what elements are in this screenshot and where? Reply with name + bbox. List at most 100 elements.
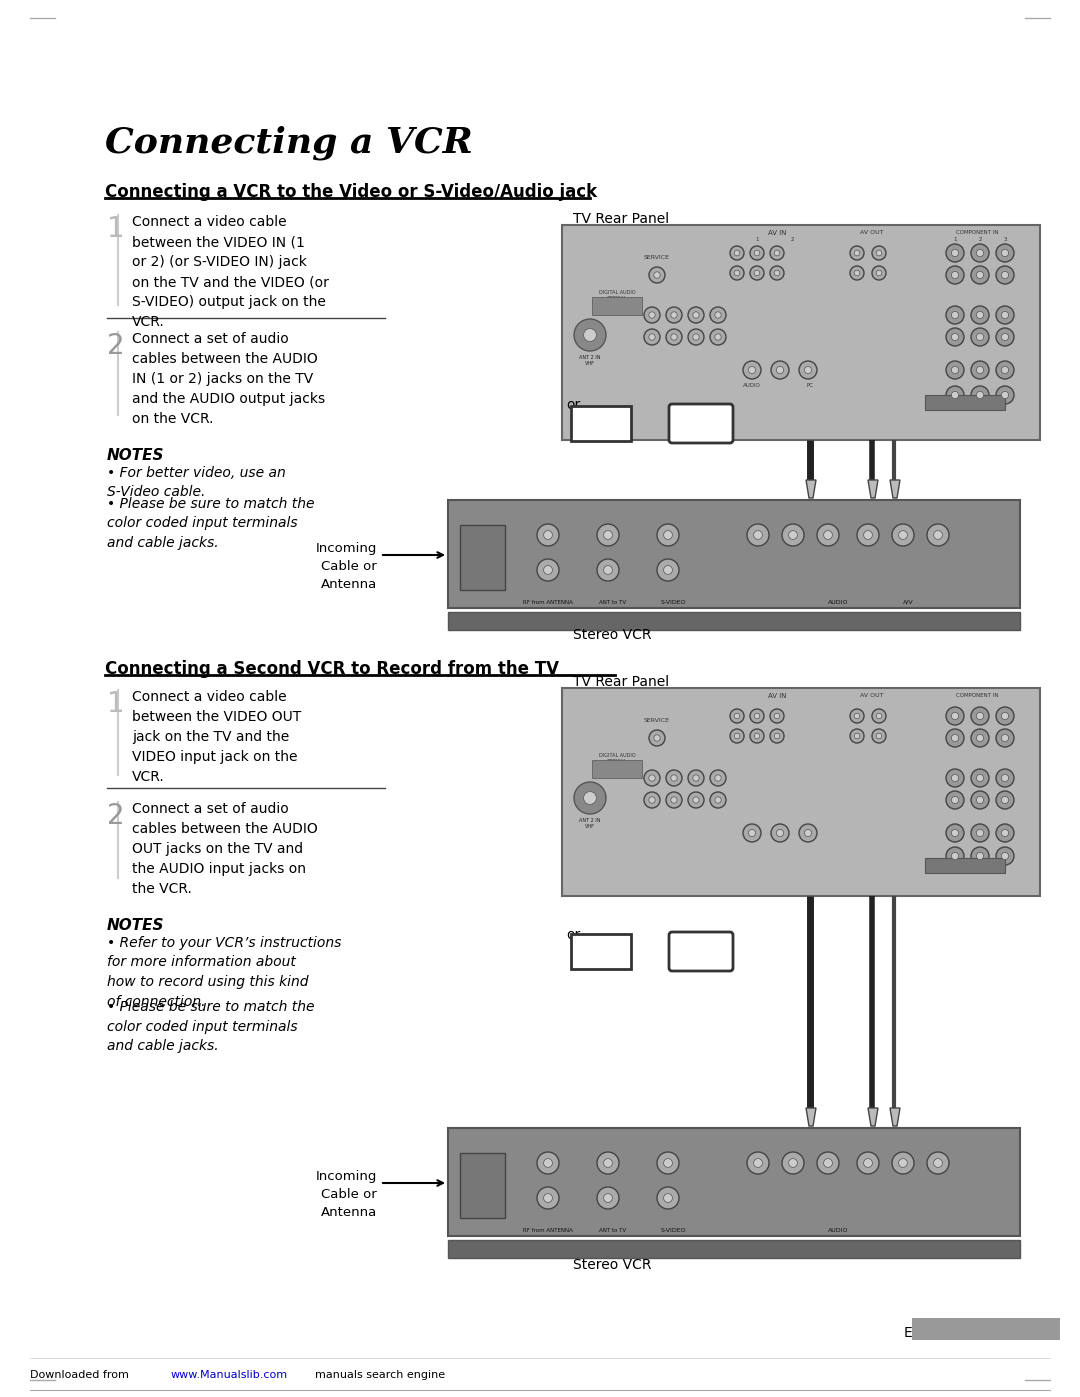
Bar [460, 1153, 505, 1218]
Circle shape [951, 735, 959, 742]
Circle shape [692, 796, 699, 803]
Circle shape [996, 847, 1014, 865]
Circle shape [537, 1153, 559, 1173]
Circle shape [876, 250, 881, 256]
Circle shape [688, 307, 704, 323]
Circle shape [1001, 391, 1009, 398]
Circle shape [946, 707, 964, 725]
Text: 2: 2 [107, 802, 124, 830]
Circle shape [688, 792, 704, 807]
Circle shape [850, 246, 864, 260]
Circle shape [770, 265, 784, 279]
Text: 2: 2 [107, 332, 124, 360]
Circle shape [777, 366, 784, 373]
Circle shape [892, 524, 914, 546]
Circle shape [850, 265, 864, 279]
Text: Stereo VCR: Stereo VCR [572, 1259, 651, 1273]
Text: Downloaded from: Downloaded from [30, 1370, 133, 1380]
Text: 2: 2 [694, 944, 708, 965]
Circle shape [715, 775, 721, 781]
Circle shape [1001, 366, 1009, 373]
Circle shape [747, 1153, 769, 1173]
Text: • For better video, use an
S-Video cable.: • For better video, use an S-Video cable… [107, 467, 286, 500]
Circle shape [777, 830, 784, 837]
Text: 3: 3 [1003, 237, 1007, 242]
Circle shape [858, 524, 879, 546]
Polygon shape [806, 481, 816, 497]
Circle shape [971, 791, 989, 809]
Circle shape [734, 250, 740, 256]
Circle shape [604, 1193, 612, 1203]
Text: Connect a set of audio
cables between the AUDIO
OUT jacks on the TV and
the AUDI: Connect a set of audio cables between th… [132, 802, 318, 897]
Circle shape [671, 775, 677, 781]
Text: Connect a video cable
between the VIDEO OUT
jack on the TV and the
VIDEO input j: Connect a video cable between the VIDEO … [132, 690, 301, 784]
Circle shape [730, 246, 744, 260]
Text: TV Rear Panel: TV Rear Panel [573, 212, 670, 226]
Circle shape [597, 559, 619, 581]
Circle shape [710, 330, 726, 345]
Circle shape [788, 531, 797, 539]
Text: S-VIDEO: S-VIDEO [660, 1228, 686, 1234]
Circle shape [799, 360, 816, 379]
Circle shape [996, 768, 1014, 787]
Circle shape [996, 824, 1014, 842]
Circle shape [688, 330, 704, 345]
Circle shape [946, 729, 964, 747]
Circle shape [799, 824, 816, 842]
Circle shape [876, 714, 881, 719]
Text: Connecting a Second VCR to Record from the TV: Connecting a Second VCR to Record from t… [105, 659, 559, 678]
Text: RF from ANTENNA: RF from ANTENNA [523, 599, 572, 605]
Text: 2: 2 [791, 237, 794, 242]
Bar [592, 298, 642, 314]
Circle shape [573, 319, 606, 351]
Circle shape [644, 330, 660, 345]
Circle shape [872, 265, 886, 279]
Circle shape [666, 770, 681, 787]
Circle shape [666, 307, 681, 323]
Polygon shape [806, 1108, 816, 1126]
Circle shape [971, 768, 989, 787]
Circle shape [946, 824, 964, 842]
Polygon shape [868, 1108, 878, 1126]
Circle shape [996, 328, 1014, 346]
Circle shape [1001, 250, 1009, 257]
Circle shape [730, 710, 744, 724]
Circle shape [583, 792, 596, 805]
Circle shape [644, 307, 660, 323]
Circle shape [996, 791, 1014, 809]
Text: DIGITAL AUDIO
OPTICAL: DIGITAL AUDIO OPTICAL [598, 291, 635, 300]
Text: • Refer to your VCR’s instructions
for more information about
how to record usin: • Refer to your VCR’s instructions for m… [107, 936, 341, 1009]
Bar [460, 525, 505, 590]
Circle shape [644, 792, 660, 807]
Text: SERVICE 2: SERVICE 2 [950, 863, 980, 868]
Circle shape [1001, 774, 1009, 781]
Circle shape [537, 1187, 559, 1208]
Text: AV IN: AV IN [768, 231, 786, 236]
FancyBboxPatch shape [571, 935, 631, 970]
Circle shape [946, 847, 964, 865]
Text: SERVICE 2: SERVICE 2 [950, 400, 980, 405]
Text: AV OUT: AV OUT [861, 693, 883, 698]
Circle shape [946, 328, 964, 346]
Circle shape [663, 1158, 673, 1168]
Text: Connect a video cable
between the VIDEO IN (1
or 2) (or S-VIDEO IN) jack
on the : Connect a video cable between the VIDEO … [132, 215, 329, 330]
Circle shape [1001, 735, 1009, 742]
Circle shape [946, 768, 964, 787]
Circle shape [692, 334, 699, 341]
Circle shape [692, 775, 699, 781]
Text: ANT to TV: ANT to TV [599, 599, 626, 605]
Circle shape [872, 246, 886, 260]
Circle shape [976, 271, 984, 278]
Text: NOTES: NOTES [107, 918, 164, 933]
Circle shape [976, 312, 984, 319]
Circle shape [971, 847, 989, 865]
Circle shape [971, 244, 989, 263]
Circle shape [754, 270, 760, 275]
Text: SERVICE: SERVICE [644, 256, 670, 260]
Circle shape [876, 270, 881, 275]
Circle shape [543, 1158, 552, 1168]
Circle shape [754, 250, 760, 256]
Bar [924, 858, 1005, 873]
Circle shape [774, 714, 780, 719]
Text: AUDIO: AUDIO [827, 599, 848, 605]
